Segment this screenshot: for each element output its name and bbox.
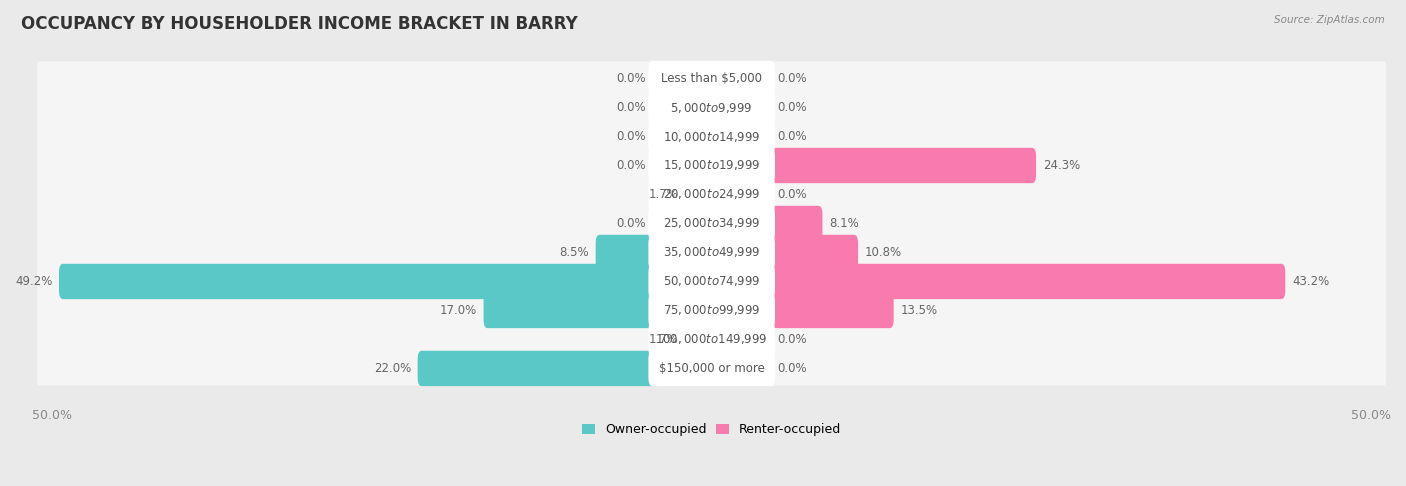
FancyBboxPatch shape [37, 351, 1386, 385]
Text: $20,000 to $24,999: $20,000 to $24,999 [664, 188, 761, 202]
FancyBboxPatch shape [768, 235, 858, 270]
FancyBboxPatch shape [418, 351, 657, 386]
Text: 0.0%: 0.0% [616, 72, 645, 85]
FancyBboxPatch shape [768, 293, 894, 328]
Text: 43.2%: 43.2% [1292, 275, 1329, 288]
Text: Less than $5,000: Less than $5,000 [661, 72, 762, 85]
FancyBboxPatch shape [768, 206, 823, 241]
FancyBboxPatch shape [648, 206, 775, 241]
FancyBboxPatch shape [37, 61, 1386, 96]
Text: 0.0%: 0.0% [616, 130, 645, 143]
Text: 1.7%: 1.7% [648, 188, 679, 201]
Text: 0.0%: 0.0% [778, 333, 807, 346]
FancyBboxPatch shape [768, 148, 1036, 183]
FancyBboxPatch shape [484, 293, 657, 328]
FancyBboxPatch shape [648, 293, 775, 328]
FancyBboxPatch shape [37, 177, 1386, 211]
Text: 1.7%: 1.7% [648, 333, 679, 346]
FancyBboxPatch shape [648, 322, 775, 357]
Text: 0.0%: 0.0% [778, 188, 807, 201]
Text: 17.0%: 17.0% [440, 304, 477, 317]
Text: $150,000 or more: $150,000 or more [659, 362, 765, 375]
Text: 0.0%: 0.0% [616, 159, 645, 172]
Text: 8.5%: 8.5% [560, 246, 589, 259]
FancyBboxPatch shape [37, 120, 1386, 154]
Text: OCCUPANCY BY HOUSEHOLDER INCOME BRACKET IN BARRY: OCCUPANCY BY HOUSEHOLDER INCOME BRACKET … [21, 15, 578, 33]
FancyBboxPatch shape [59, 264, 657, 299]
Text: $50,000 to $74,999: $50,000 to $74,999 [664, 275, 761, 289]
Text: 0.0%: 0.0% [616, 101, 645, 114]
FancyBboxPatch shape [648, 61, 775, 96]
Text: 49.2%: 49.2% [15, 275, 52, 288]
FancyBboxPatch shape [37, 207, 1386, 241]
Text: $25,000 to $34,999: $25,000 to $34,999 [664, 216, 761, 230]
Text: $75,000 to $99,999: $75,000 to $99,999 [664, 303, 761, 317]
Text: $100,000 to $149,999: $100,000 to $149,999 [655, 332, 768, 347]
FancyBboxPatch shape [37, 148, 1386, 183]
Text: 0.0%: 0.0% [778, 130, 807, 143]
Text: 22.0%: 22.0% [374, 362, 411, 375]
Text: 13.5%: 13.5% [900, 304, 938, 317]
Text: $10,000 to $14,999: $10,000 to $14,999 [664, 129, 761, 143]
Text: $35,000 to $49,999: $35,000 to $49,999 [664, 245, 761, 260]
FancyBboxPatch shape [37, 322, 1386, 357]
Text: 0.0%: 0.0% [778, 362, 807, 375]
Text: 0.0%: 0.0% [616, 217, 645, 230]
FancyBboxPatch shape [648, 177, 775, 212]
Text: 10.8%: 10.8% [865, 246, 901, 259]
Text: 0.0%: 0.0% [778, 72, 807, 85]
Text: 0.0%: 0.0% [778, 101, 807, 114]
FancyBboxPatch shape [648, 351, 775, 386]
FancyBboxPatch shape [648, 264, 775, 299]
FancyBboxPatch shape [648, 90, 775, 125]
FancyBboxPatch shape [596, 235, 657, 270]
Legend: Owner-occupied, Renter-occupied: Owner-occupied, Renter-occupied [578, 418, 846, 441]
Text: 8.1%: 8.1% [830, 217, 859, 230]
FancyBboxPatch shape [37, 264, 1386, 298]
FancyBboxPatch shape [37, 90, 1386, 124]
FancyBboxPatch shape [648, 148, 775, 183]
Text: 24.3%: 24.3% [1043, 159, 1080, 172]
Text: Source: ZipAtlas.com: Source: ZipAtlas.com [1274, 15, 1385, 25]
FancyBboxPatch shape [37, 294, 1386, 328]
FancyBboxPatch shape [648, 119, 775, 154]
FancyBboxPatch shape [648, 235, 775, 270]
Text: $5,000 to $9,999: $5,000 to $9,999 [671, 101, 754, 115]
FancyBboxPatch shape [768, 264, 1285, 299]
FancyBboxPatch shape [37, 235, 1386, 270]
Text: $15,000 to $19,999: $15,000 to $19,999 [664, 158, 761, 173]
